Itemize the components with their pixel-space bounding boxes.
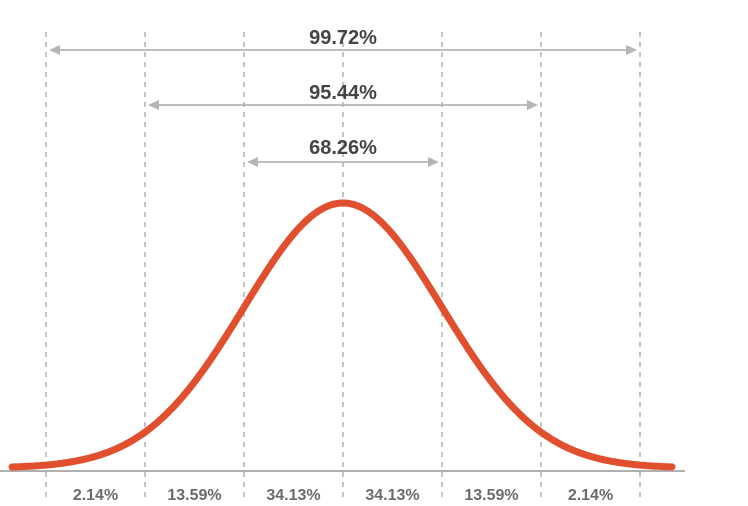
interval-label: 95.44% (309, 82, 377, 104)
arrow-head-right (527, 100, 538, 110)
band-label: 34.13% (365, 487, 419, 504)
interval-arrow (148, 100, 538, 110)
band-label: 13.59% (464, 487, 518, 504)
arrow-head-left (49, 45, 60, 55)
interval-label: 99.72% (309, 27, 377, 49)
band-label: 34.13% (266, 487, 320, 504)
band-label: 2.14% (73, 487, 118, 504)
bell-curve (8, 199, 676, 471)
interval-arrow (49, 45, 637, 55)
arrow-head-left (148, 100, 159, 110)
band-label: 13.59% (167, 487, 221, 504)
sigma-guide-lines (45, 32, 641, 500)
band-labels: 2.14% 13.59% 34.13% 34.13% 13.59% 2.14% (73, 487, 613, 504)
interval-label: 68.26% (309, 137, 377, 159)
interval-arrows: 99.72% 95.44% 68.26% (49, 27, 637, 167)
interval-arrow (247, 157, 439, 167)
arrow-head-right (626, 45, 637, 55)
band-label: 2.14% (568, 487, 613, 504)
arrow-head-right (428, 157, 439, 167)
arrow-head-left (247, 157, 258, 167)
